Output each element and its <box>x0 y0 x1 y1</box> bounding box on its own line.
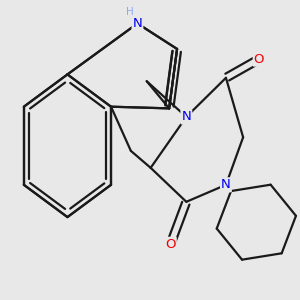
Text: N: N <box>133 17 142 30</box>
Text: N: N <box>221 178 231 191</box>
Text: O: O <box>165 238 176 251</box>
Text: H: H <box>126 7 134 17</box>
Text: N: N <box>182 110 191 123</box>
Text: O: O <box>254 52 264 66</box>
